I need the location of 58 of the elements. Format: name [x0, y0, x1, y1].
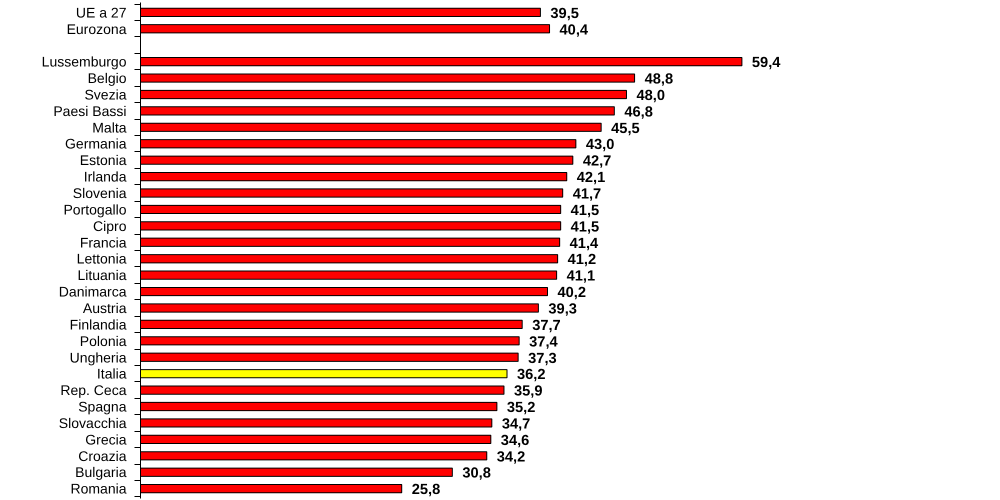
data-label: 48,0 [636, 88, 666, 104]
data-label: 59,4 [752, 55, 782, 72]
data-label: 42,1 [576, 170, 606, 186]
data-label: 45,5 [611, 120, 640, 137]
y-tick-label: Ungheria [70, 349, 127, 366]
y-tick-label: Rep. Ceca [60, 382, 127, 398]
data-label: 34,2 [496, 449, 526, 466]
y-tick-label: Slovenia [72, 185, 127, 202]
data-label: 40,4 [560, 22, 589, 38]
y-tick-label: Grecia [85, 431, 127, 448]
data-label: 39,3 [548, 301, 577, 318]
y-tick-label: Austria [82, 300, 127, 316]
y-tick-label: Romania [70, 480, 127, 497]
data-label: 34,6 [500, 432, 530, 449]
y-tick-label: Italia [96, 366, 127, 382]
data-label: 37,7 [532, 318, 561, 334]
data-label: 41,4 [570, 236, 600, 252]
data-label: 30,8 [462, 466, 491, 482]
data-label: 41,5 [570, 202, 600, 219]
y-tick-label: Irlanda [84, 168, 127, 185]
y-tick-label: Belgio [88, 70, 127, 86]
y-tick-label: Lussemburgo [42, 54, 127, 70]
y-tick-label: Portogallo [63, 201, 127, 218]
y-tick-label: Francia [80, 234, 127, 250]
y-tick-label: Lituania [77, 267, 127, 284]
data-label: 43,0 [586, 137, 614, 154]
y-tick-label: UE a 27 [76, 4, 127, 20]
data-label: 25,8 [412, 482, 440, 498]
y-tick-label: Slovacchia [58, 414, 127, 431]
y-tick-label: Spagna [78, 398, 127, 415]
data-label: 42,7 [582, 154, 612, 170]
y-tick-label: Svezia [84, 86, 127, 102]
data-label: 41,2 [568, 252, 596, 268]
y-tick-label: Cipro [93, 218, 127, 234]
data-label: 41,5 [570, 219, 600, 236]
y-tick-label: Paesi Bassi [53, 102, 127, 119]
y-tick-label: Germania [65, 136, 127, 152]
y-tick-label: Croazia [78, 448, 127, 464]
y-tick-label: Eurozona [66, 20, 127, 37]
data-label: 40,2 [558, 285, 586, 302]
y-tick-label: Bulgaria [75, 464, 127, 480]
data-label: 37,3 [528, 350, 557, 367]
data-label: 41,7 [572, 186, 602, 203]
data-label: 34,7 [502, 416, 530, 432]
data-label: 41,1 [566, 268, 596, 285]
data-label: 36,2 [517, 367, 546, 384]
y-tick-label: Danimarca [58, 284, 127, 300]
data-label: 48,8 [644, 72, 674, 88]
y-tick-label: Estonia [80, 152, 127, 168]
data-label: 37,4 [529, 334, 559, 350]
data-label: 46,8 [624, 104, 653, 120]
y-tick-label: Lettonia [76, 250, 127, 267]
y-tick-label: Polonia [80, 332, 127, 349]
data-label: 35,2 [506, 400, 536, 416]
y-tick-label: Finlandia [70, 316, 127, 332]
data-label: 39,5 [550, 6, 579, 22]
y-tick-label: Malta [92, 119, 127, 136]
data-label: 35,9 [514, 384, 543, 400]
